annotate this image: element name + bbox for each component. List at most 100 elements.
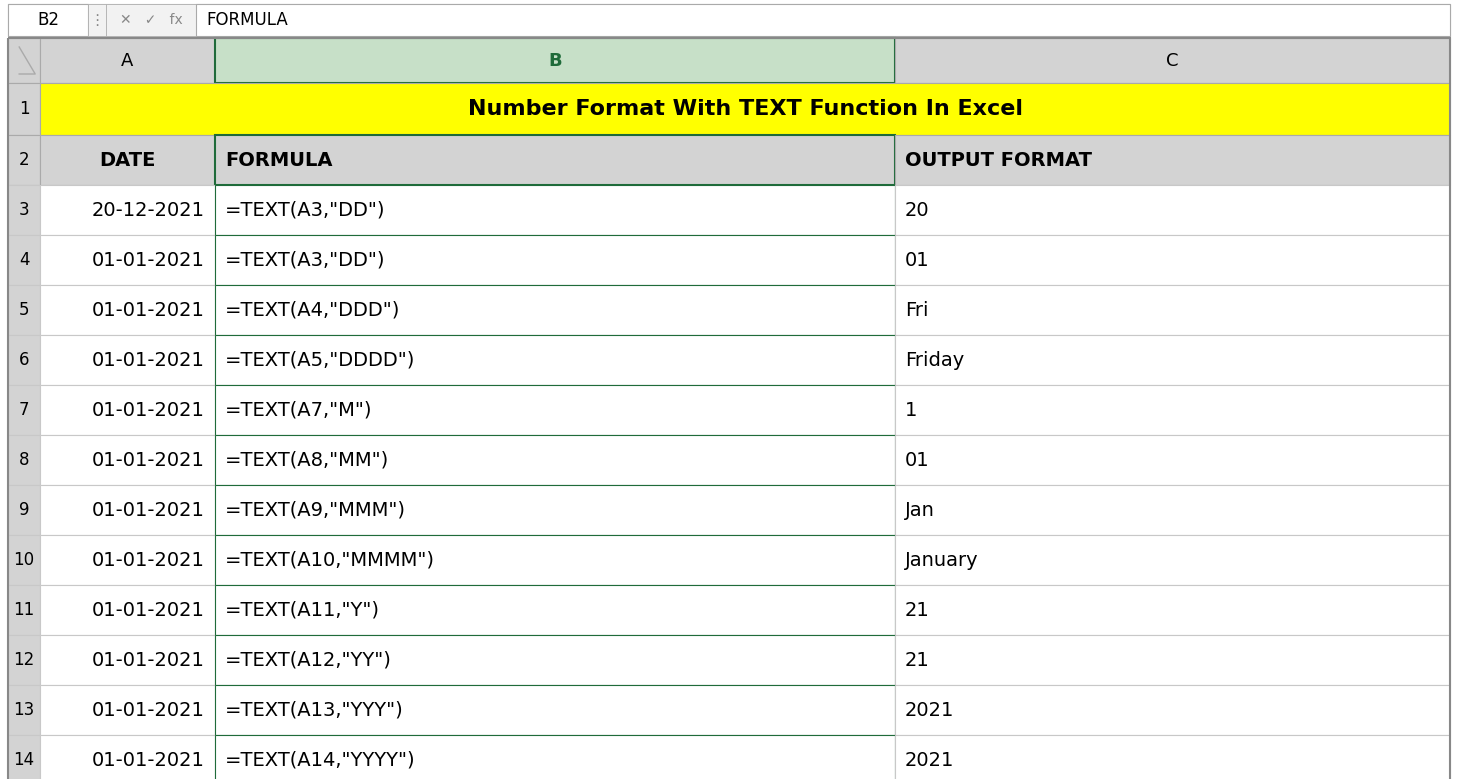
Bar — [7, 285, 40, 335]
Bar — [215, 235, 895, 285]
Text: 6: 6 — [19, 351, 29, 369]
Text: =TEXT(A12,"YY"): =TEXT(A12,"YY") — [225, 650, 392, 669]
Bar — [215, 185, 895, 235]
Text: 01: 01 — [905, 251, 930, 270]
Text: 21: 21 — [905, 601, 930, 619]
Bar — [40, 385, 215, 435]
Text: A: A — [122, 51, 133, 69]
Text: 2: 2 — [19, 151, 29, 169]
Bar — [895, 735, 1449, 779]
Bar — [895, 635, 1449, 685]
Text: B2: B2 — [37, 11, 59, 29]
Text: 2021: 2021 — [905, 700, 955, 720]
Bar — [215, 635, 895, 685]
Text: ✕   ✓   fx: ✕ ✓ fx — [120, 13, 183, 27]
Bar — [40, 535, 215, 585]
Text: =TEXT(A14,"YYYY"): =TEXT(A14,"YYYY") — [225, 750, 416, 770]
Bar — [7, 335, 40, 385]
Text: =TEXT(A3,"DD"): =TEXT(A3,"DD") — [225, 251, 385, 270]
Bar — [895, 435, 1449, 485]
Text: DATE: DATE — [100, 150, 155, 170]
Bar — [895, 535, 1449, 585]
Bar — [105, 4, 196, 36]
Bar — [7, 385, 40, 435]
Text: OUTPUT FORMAT: OUTPUT FORMAT — [905, 150, 1092, 170]
Bar — [40, 735, 215, 779]
Bar — [895, 385, 1449, 435]
Text: =TEXT(A7,"M"): =TEXT(A7,"M") — [225, 400, 372, 420]
Text: 2021: 2021 — [905, 750, 955, 770]
Bar — [40, 685, 215, 735]
Bar — [196, 4, 1449, 36]
Text: 01-01-2021: 01-01-2021 — [92, 251, 205, 270]
Bar — [215, 685, 895, 735]
Bar — [7, 235, 40, 285]
Text: 01-01-2021: 01-01-2021 — [92, 650, 205, 669]
Text: =TEXT(A11,"Y"): =TEXT(A11,"Y") — [225, 601, 381, 619]
Bar — [215, 385, 895, 435]
Text: 14: 14 — [13, 751, 35, 769]
Text: 01-01-2021: 01-01-2021 — [92, 700, 205, 720]
Bar — [215, 335, 895, 385]
Text: =TEXT(A3,"DD"): =TEXT(A3,"DD") — [225, 200, 385, 220]
Text: B: B — [548, 51, 562, 69]
Text: Friday: Friday — [905, 351, 965, 369]
Bar — [7, 4, 88, 36]
Bar — [7, 535, 40, 585]
Text: 01-01-2021: 01-01-2021 — [92, 750, 205, 770]
Text: 7: 7 — [19, 401, 29, 419]
Bar — [895, 485, 1449, 535]
Bar — [215, 535, 895, 585]
Bar — [215, 435, 895, 485]
Text: =TEXT(A13,"YYY"): =TEXT(A13,"YYY") — [225, 700, 404, 720]
Bar — [40, 235, 215, 285]
Bar — [40, 635, 215, 685]
Bar — [895, 685, 1449, 735]
Bar — [215, 585, 895, 635]
Text: 20: 20 — [905, 200, 930, 220]
Bar — [40, 38, 215, 83]
Bar — [895, 285, 1449, 335]
Text: C: C — [1167, 51, 1179, 69]
Bar — [7, 435, 40, 485]
Bar — [40, 585, 215, 635]
Text: Jan: Jan — [905, 500, 935, 520]
Text: 01-01-2021: 01-01-2021 — [92, 351, 205, 369]
Text: FORMULA: FORMULA — [225, 150, 332, 170]
Text: January: January — [905, 551, 978, 569]
Bar — [7, 685, 40, 735]
Bar — [40, 135, 215, 185]
Text: 20-12-2021: 20-12-2021 — [92, 200, 205, 220]
Text: 1: 1 — [19, 100, 29, 118]
Text: 3: 3 — [19, 201, 29, 219]
Bar — [895, 38, 1449, 83]
Text: =TEXT(A8,"MM"): =TEXT(A8,"MM") — [225, 450, 389, 470]
Text: =TEXT(A5,"DDDD"): =TEXT(A5,"DDDD") — [225, 351, 416, 369]
Bar — [40, 285, 215, 335]
Bar — [895, 235, 1449, 285]
Text: 10: 10 — [13, 551, 35, 569]
Text: 01-01-2021: 01-01-2021 — [92, 301, 205, 319]
Bar — [215, 135, 895, 185]
Bar — [40, 335, 215, 385]
Text: 11: 11 — [13, 601, 35, 619]
Bar — [895, 335, 1449, 385]
Bar — [40, 83, 1449, 135]
Bar — [40, 185, 215, 235]
Bar — [7, 4, 1449, 36]
Text: 01-01-2021: 01-01-2021 — [92, 500, 205, 520]
Bar — [7, 135, 40, 185]
Bar — [40, 435, 215, 485]
Bar — [7, 38, 40, 83]
Bar — [215, 485, 895, 535]
Bar — [895, 585, 1449, 635]
Text: ⋮: ⋮ — [89, 12, 104, 27]
Text: =TEXT(A9,"MMM"): =TEXT(A9,"MMM") — [225, 500, 406, 520]
Bar — [7, 735, 40, 779]
Text: 01-01-2021: 01-01-2021 — [92, 450, 205, 470]
Text: 01-01-2021: 01-01-2021 — [92, 601, 205, 619]
Text: 5: 5 — [19, 301, 29, 319]
Text: 12: 12 — [13, 651, 35, 669]
Text: Fri: Fri — [905, 301, 928, 319]
Text: 9: 9 — [19, 501, 29, 519]
